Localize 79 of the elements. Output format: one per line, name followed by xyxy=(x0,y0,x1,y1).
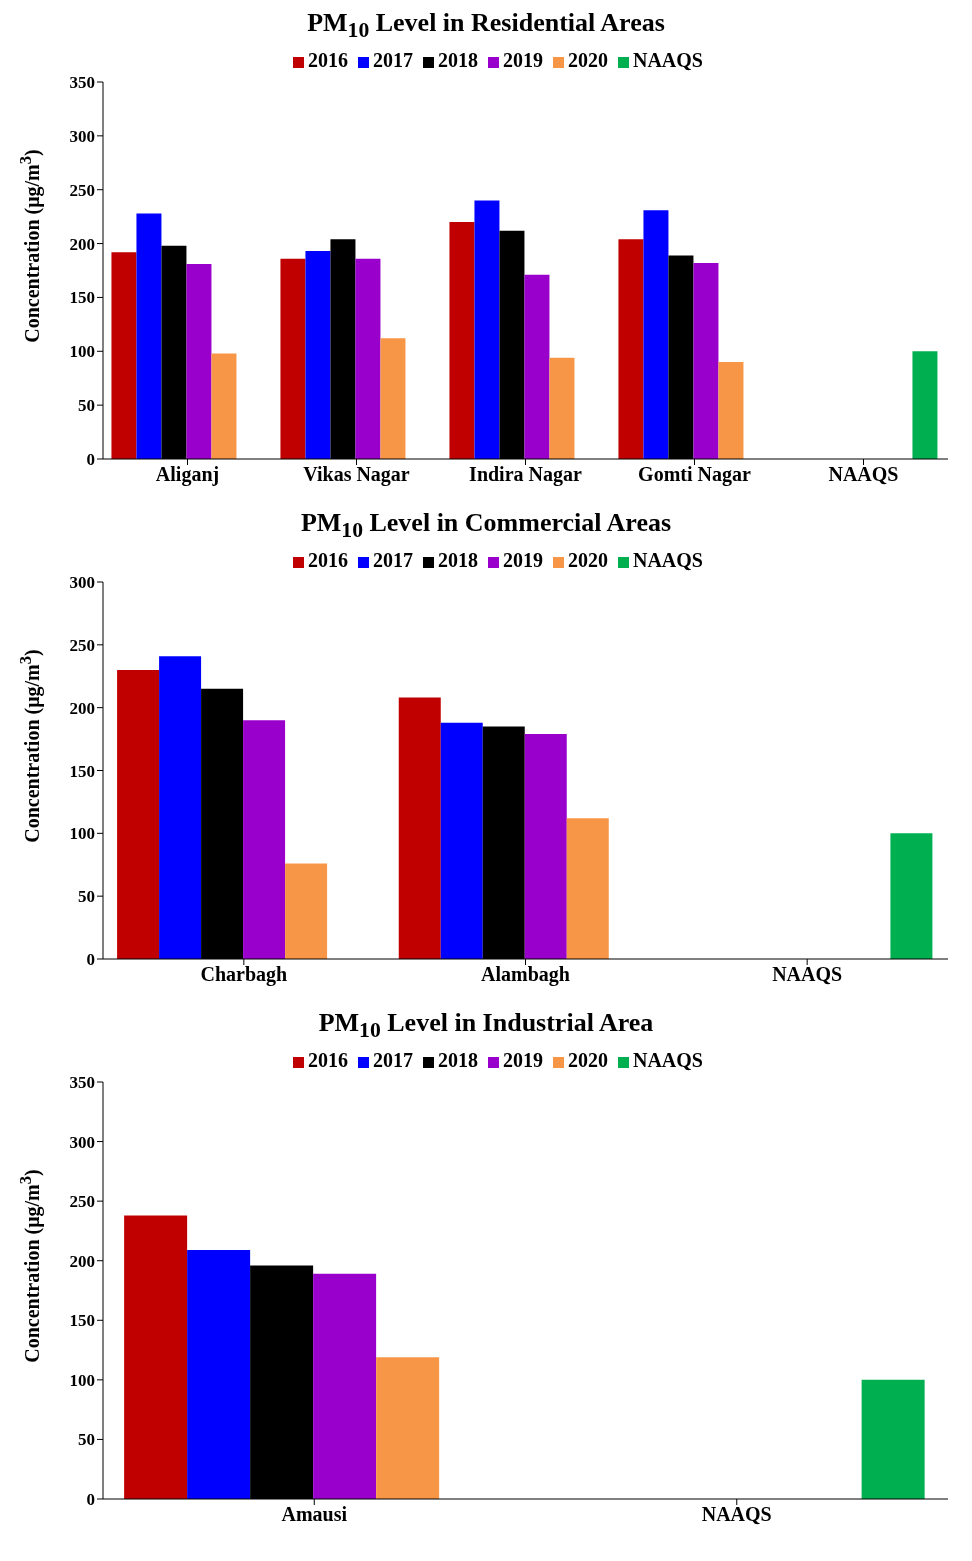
y-tick-label: 150 xyxy=(69,761,95,781)
bar xyxy=(186,264,212,459)
y-tick-label: 100 xyxy=(69,1370,95,1390)
legend-label: 2020 xyxy=(567,1049,608,1071)
y-tick-label: 50 xyxy=(78,396,95,416)
bar xyxy=(285,863,328,959)
legend-label: NAAQS xyxy=(632,549,703,571)
bar xyxy=(693,262,719,459)
legend-label: NAAQS xyxy=(632,1049,703,1071)
y-tick-label: 100 xyxy=(69,824,95,844)
bar xyxy=(524,274,550,459)
y-tick-label: 350 xyxy=(69,73,95,93)
bar xyxy=(449,222,475,459)
legend-label: 2019 xyxy=(502,49,543,71)
legend-label: 2019 xyxy=(502,1049,543,1071)
chart-title: PM$_{10}$ Level in Industrial Area xyxy=(317,1008,655,1044)
x-tick-label: NAAQS xyxy=(828,463,899,486)
y-tick-label: 250 xyxy=(69,180,95,200)
legend-label: 2019 xyxy=(502,549,543,571)
bar xyxy=(243,720,286,959)
y-tick-label: 0 xyxy=(86,450,95,470)
legend-label: 2017 xyxy=(372,1049,413,1071)
legend-label: 2016 xyxy=(307,49,348,71)
bar xyxy=(524,734,567,959)
y-tick-label: 250 xyxy=(69,1192,95,1212)
bar xyxy=(355,258,381,459)
bar xyxy=(111,252,137,459)
bar xyxy=(280,258,306,459)
bar xyxy=(643,210,669,459)
y-tick-label: 0 xyxy=(86,1490,95,1510)
x-tick-label: Gomti Nagar xyxy=(638,463,751,487)
x-tick-label: Indira Nagar xyxy=(469,463,583,487)
x-tick-label: Charbagh xyxy=(200,963,288,987)
legend-label: 2018 xyxy=(437,49,478,71)
y-tick-label: 300 xyxy=(69,126,95,146)
y-tick-label: 300 xyxy=(69,1132,95,1152)
bar xyxy=(890,833,933,959)
y-tick-label: 50 xyxy=(78,887,95,907)
x-tick-label: Alambagh xyxy=(481,963,570,987)
legend-label: 2017 xyxy=(372,549,413,571)
bar xyxy=(474,200,500,459)
bar xyxy=(440,722,483,959)
y-tick-label: 0 xyxy=(86,950,95,970)
legend-label: 2020 xyxy=(567,49,608,71)
legend-label: 2016 xyxy=(307,549,348,571)
x-tick-label: Aliganj xyxy=(155,463,220,487)
bar xyxy=(136,213,162,459)
legend-label: 2018 xyxy=(437,549,478,571)
x-tick-label: Amausi xyxy=(281,1503,348,1526)
chart-title: PM$_{10}$ Level in Residential Areas xyxy=(306,8,666,44)
bar xyxy=(159,656,202,959)
y-tick-label: 200 xyxy=(69,234,95,254)
y-tick-label: 100 xyxy=(69,342,95,362)
bar xyxy=(305,251,331,459)
bar xyxy=(912,351,938,459)
legend-label: 2020 xyxy=(567,549,608,571)
y-tick-label: 300 xyxy=(69,573,95,593)
bar xyxy=(618,239,644,459)
legend-label: 2016 xyxy=(307,1049,348,1071)
bar xyxy=(549,357,575,459)
bar xyxy=(211,353,237,459)
y-tick-label: 150 xyxy=(69,288,95,308)
bar xyxy=(398,697,441,959)
bar xyxy=(718,362,744,459)
y-tick-label: 150 xyxy=(69,1311,95,1331)
chart-title: PM$_{10}$ Level in Commercial Areas xyxy=(299,508,673,544)
y-tick-label: 350 xyxy=(69,1073,95,1093)
y-tick-label: 200 xyxy=(69,698,95,718)
bar xyxy=(566,818,609,959)
legend-label: 2018 xyxy=(437,1049,478,1071)
y-tick-label: 50 xyxy=(78,1430,95,1450)
legend-label: NAAQS xyxy=(632,49,703,71)
y-tick-label: 250 xyxy=(69,635,95,655)
x-tick-label: NAAQS xyxy=(772,963,843,986)
y-tick-label: 200 xyxy=(69,1251,95,1271)
legend-label: 2017 xyxy=(372,49,413,71)
x-tick-label: Vikas Nagar xyxy=(303,463,410,487)
bar xyxy=(117,669,160,959)
bar xyxy=(380,338,406,459)
